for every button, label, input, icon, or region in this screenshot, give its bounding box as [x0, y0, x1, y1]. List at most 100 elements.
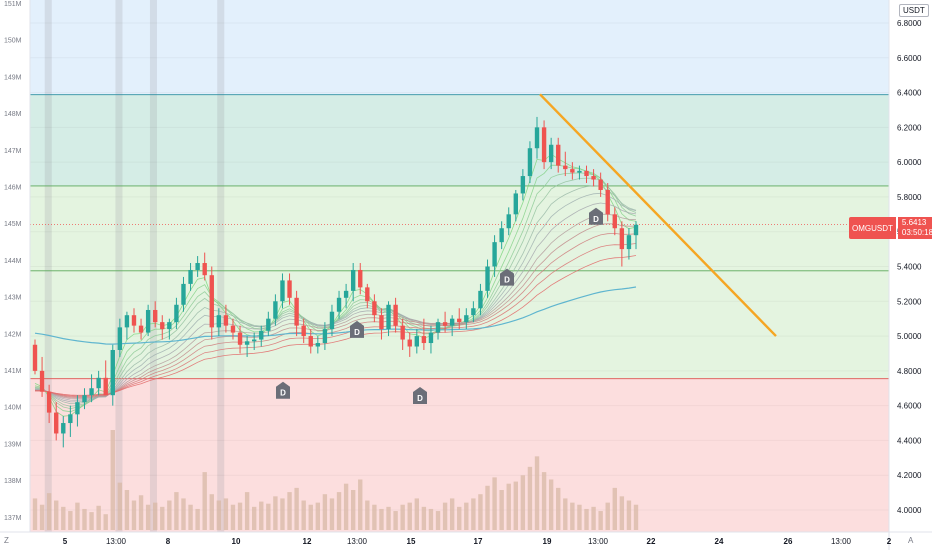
time-tick-1: 13:00	[106, 537, 127, 546]
volume-bar-68	[513, 481, 518, 530]
ema-20	[34, 202, 637, 401]
candle-body-32	[259, 330, 264, 340]
volume-bar-24	[202, 472, 207, 530]
d-marker-1: D	[350, 320, 364, 338]
left-tick-5: 146M	[4, 185, 22, 192]
volume-bar-47	[365, 500, 370, 530]
volume-bar-42	[329, 498, 335, 530]
d-marker-shape	[276, 381, 290, 399]
volume-bar-32	[259, 501, 264, 530]
volume-bars	[32, 430, 639, 530]
candle-body-21	[181, 283, 186, 305]
auto-scale-toggle[interactable]: A	[908, 536, 914, 545]
candle-body-5	[68, 414, 73, 424]
bar-countdown: 03:50:18	[901, 228, 932, 237]
candle-body-17	[153, 309, 158, 323]
volume-bar-78	[584, 508, 589, 530]
candle-body-50	[386, 304, 391, 330]
candle-body-31	[251, 339, 257, 342]
time-tick-14: 2	[887, 537, 892, 546]
d-marker-shape	[500, 268, 514, 286]
price-tick-11: 4.6000	[897, 402, 922, 411]
candle-body-85	[633, 224, 639, 236]
candle-body-42	[329, 311, 335, 330]
volume-bar-39	[308, 504, 313, 530]
candle-body-1	[39, 370, 45, 392]
left-tick-8: 143M	[4, 295, 22, 302]
session-band-1	[115, 0, 123, 532]
candle-body-13	[124, 315, 130, 328]
candle-body-74	[556, 144, 561, 166]
volume-bar-16	[145, 504, 151, 530]
volume-bar-12	[117, 482, 123, 530]
candle-body-25	[209, 275, 214, 328]
trendline[interactable]	[539, 93, 777, 337]
candle-body-23	[195, 263, 200, 270]
volume-bar-34	[273, 496, 278, 530]
volume-bar-84	[626, 500, 632, 530]
candle-body-41	[322, 329, 328, 344]
candle-body-22	[188, 269, 193, 284]
volume-bar-77	[577, 504, 582, 530]
volume-bar-48	[372, 504, 377, 530]
volume-bar-64	[485, 485, 490, 530]
d-marker-label: D	[354, 328, 360, 337]
volume-bar-35	[280, 498, 285, 530]
candle-body-7	[82, 395, 87, 403]
volume-bar-70	[527, 466, 533, 530]
volume-bar-36	[287, 492, 292, 530]
volume-bar-5	[68, 511, 73, 530]
volume-bar-43	[336, 492, 342, 530]
volume-bar-4	[61, 506, 66, 530]
price-tick-9: 5.0000	[897, 332, 922, 341]
price-axis[interactable]: 6.80006.60006.40006.20006.00005.80005.60…	[897, 19, 922, 515]
volume-bar-63	[478, 494, 483, 530]
ema-55	[35, 255, 637, 396]
volume-bar-85	[633, 504, 639, 530]
left-tick-11: 140M	[4, 405, 22, 412]
horizontal-levels	[30, 94, 889, 380]
left-tick-13: 138M	[4, 478, 22, 485]
candle-body-82	[612, 214, 617, 229]
volume-bar-50	[386, 506, 391, 530]
candle-body-47	[365, 287, 370, 302]
volume-bar-26	[216, 500, 222, 530]
time-tick-4: 12	[303, 537, 312, 546]
volume-bar-59	[449, 498, 455, 530]
candle-body-53	[407, 339, 412, 347]
price-tick-10: 4.8000	[897, 367, 922, 376]
dividend-markers[interactable]: D D D D D	[276, 207, 603, 404]
left-axis[interactable]: 151M 150M 149M 148M 147M 146M 145M 144M 143M 142M…	[4, 1, 22, 522]
right-axis-bg	[889, 0, 932, 550]
currency-label[interactable]: USDT	[899, 4, 929, 17]
candle-body-81	[605, 189, 610, 215]
volume-bar-79	[591, 506, 596, 530]
log-scale-toggle[interactable]: Z	[4, 536, 9, 545]
candle-body-38	[301, 325, 306, 337]
last-price: 5.6413	[901, 218, 927, 227]
volume-bar-20	[174, 492, 179, 530]
volume-bar-54	[414, 498, 420, 530]
volume-bar-44	[343, 483, 349, 530]
left-tick-12: 139M	[4, 441, 22, 448]
candle-body-73	[548, 144, 554, 163]
candle-body-83	[619, 228, 625, 250]
volume-bar-33	[266, 503, 271, 530]
time-axis[interactable]: 5 13:00 8 10 12 13:00 15 17 19 13:00 22 24 26 13:00 2	[63, 537, 892, 546]
time-tick-10: 22	[647, 537, 656, 546]
orange-trendline	[539, 93, 777, 337]
volume-bar-80	[598, 511, 603, 530]
time-tick-12: 26	[784, 537, 793, 546]
price-tick-0: 6.8000	[897, 19, 922, 28]
d-marker-shape	[350, 320, 364, 338]
volume-bar-15	[138, 495, 144, 530]
candle-body-19	[167, 322, 172, 330]
price-tick-3: 6.2000	[897, 123, 922, 132]
candle-body-16	[145, 309, 151, 333]
candle-body-84	[626, 235, 632, 250]
d-marker-label: D	[280, 389, 286, 398]
volume-bar-41	[322, 494, 328, 530]
volume-bar-53	[407, 502, 412, 530]
d-marker-2: D	[413, 386, 427, 404]
